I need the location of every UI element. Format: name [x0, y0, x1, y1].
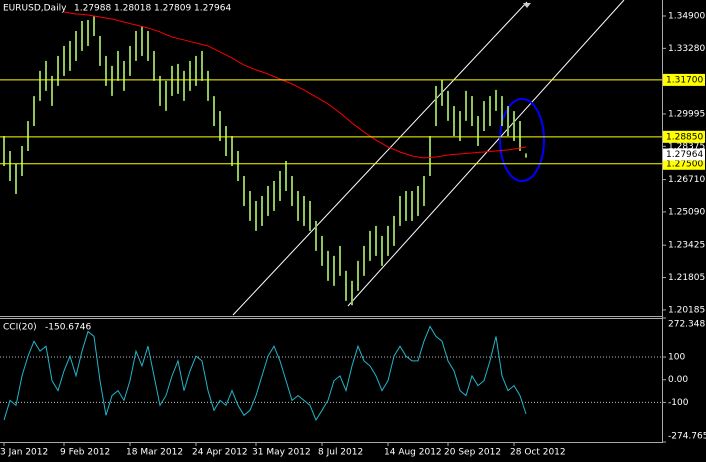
- x-tick-label: 9 Feb 2012: [60, 448, 110, 458]
- y-tick-label: 1.28375: [668, 142, 705, 152]
- x-tick-label: 14 Aug 2012: [384, 448, 442, 458]
- price-marker: 1.27964: [666, 150, 703, 160]
- arrow-marker: [523, 3, 531, 8]
- y-tick-label: -274.765: [668, 432, 706, 442]
- x-tick-label: 3 Jan 2012: [0, 448, 48, 458]
- price-marker-box: [663, 148, 705, 161]
- y-tick-label: 272.3487: [668, 320, 706, 330]
- y-tick-label: 1.23425: [668, 241, 705, 251]
- x-tick-label: 31 May 2012: [252, 448, 311, 458]
- y-tick-label: 1.29995: [668, 109, 705, 119]
- level-label: 1.31700: [666, 75, 703, 85]
- level-label-box: [663, 157, 705, 170]
- y-tick-label: 0.00: [668, 375, 688, 385]
- highlight-ellipse: [499, 98, 545, 182]
- chart-title: EURUSD,Daily: [3, 4, 67, 14]
- indicator-line: [3, 325, 527, 422]
- channel-line: [232, 1, 528, 316]
- y-tick-label: 1.34900: [668, 11, 705, 21]
- y-tick-label: -100: [668, 398, 689, 408]
- y-tick-label: 1.20185: [668, 305, 705, 315]
- x-tick-label: 18 Mar 2012: [126, 448, 183, 458]
- moving-average: [63, 11, 527, 159]
- y-tick-label: 1.26710: [668, 175, 705, 185]
- level-label: 1.27500: [666, 159, 703, 169]
- y-tick-label: 1.25090: [668, 207, 705, 217]
- level-label-box: [663, 73, 705, 86]
- ohlc-open: 1.27988: [74, 4, 111, 14]
- ohlc-high: 1.28018: [114, 4, 151, 14]
- indicator-value: -150.6746: [45, 323, 91, 333]
- x-tick-label: 28 Oct 2012: [510, 448, 566, 458]
- y-tick-label: 1.21805: [668, 273, 705, 283]
- y-tick-label: 1.33280: [668, 44, 705, 54]
- indicator-title: CCI(20): [3, 323, 37, 333]
- ohlc-close: 1.27964: [194, 4, 231, 14]
- x-tick-label: 8 Jul 2012: [318, 448, 363, 458]
- x-tick-label: 20 Sep 2012: [444, 448, 501, 458]
- level-label: 1.28850: [666, 132, 703, 142]
- channel-line: [347, 0, 625, 307]
- ohlc-low: 1.27809: [154, 4, 191, 14]
- level-label-box: [663, 130, 705, 143]
- y-tick-label: 100: [668, 353, 685, 363]
- x-tick-label: 24 Apr 2012: [192, 448, 248, 458]
